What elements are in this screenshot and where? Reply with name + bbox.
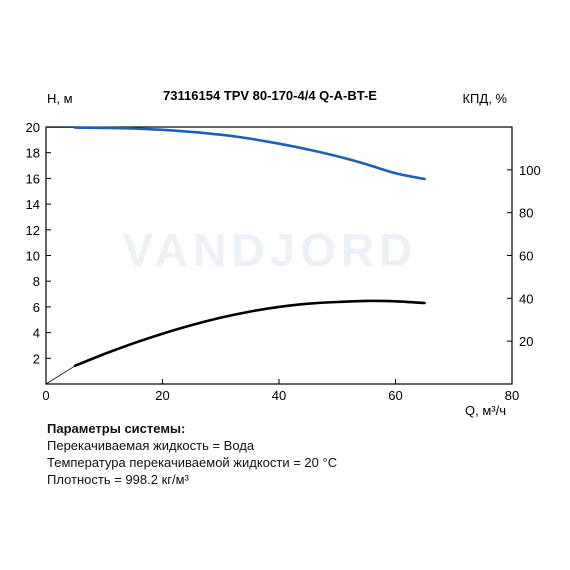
efficiency-curve [73,299,426,368]
y-right-tick-label: 100 [519,163,541,178]
y-left-tick-label: 12 [26,223,40,238]
y-left-tick-label: 20 [26,120,40,135]
y-right-tick-label: 20 [519,334,533,349]
efficiency-curve-extension [45,365,76,385]
y-left-tick-label: 2 [33,351,40,366]
y-left-tick-label: 8 [33,274,40,289]
x-tick-label: 20 [155,388,169,403]
pump-curve-chart: VANDJORD 0 20 40 60 80 2 4 6 8 10 12 14 16 18 20 20 40 60… [26,88,541,418]
y-left-tick-label: 10 [26,249,40,264]
x-tick-label: 60 [388,388,402,403]
y-left-label: H, м [47,91,73,106]
y-right-tick-label: 60 [519,249,533,264]
y-right-tick-label: 80 [519,206,533,221]
y-right-label: КПД, % [462,91,507,106]
system-parameters: Параметры системы: Перекачиваемая жидкос… [47,420,337,488]
chart-watermark: VANDJORD [123,224,418,276]
y-left-tick-label: 4 [33,326,40,341]
chart-title: 73116154 TPV 80-170-4/4 Q-A-BT-E [163,88,377,103]
x-axis-label: Q, м³/ч [465,403,506,418]
x-tick-label: 40 [272,388,286,403]
params-line-temperature: Температура перекачиваемой жидкости = 20… [47,455,338,470]
y-left-tick-label: 6 [33,300,40,315]
params-heading: Параметры системы: [47,421,186,436]
params-line-density: Плотность = 998.2 кг/м³ [47,472,189,487]
head-curve [73,126,426,181]
y-right-tick-label: 40 [519,291,533,306]
params-line-fluid: Перекачиваемая жидкость = Вода [47,438,255,453]
y-left-tick-label: 14 [26,197,40,212]
y-left-tick-label: 16 [26,171,40,186]
x-tick-label: 80 [505,388,519,403]
y-left-tick-label: 18 [26,146,40,161]
x-tick-label: 0 [42,388,49,403]
